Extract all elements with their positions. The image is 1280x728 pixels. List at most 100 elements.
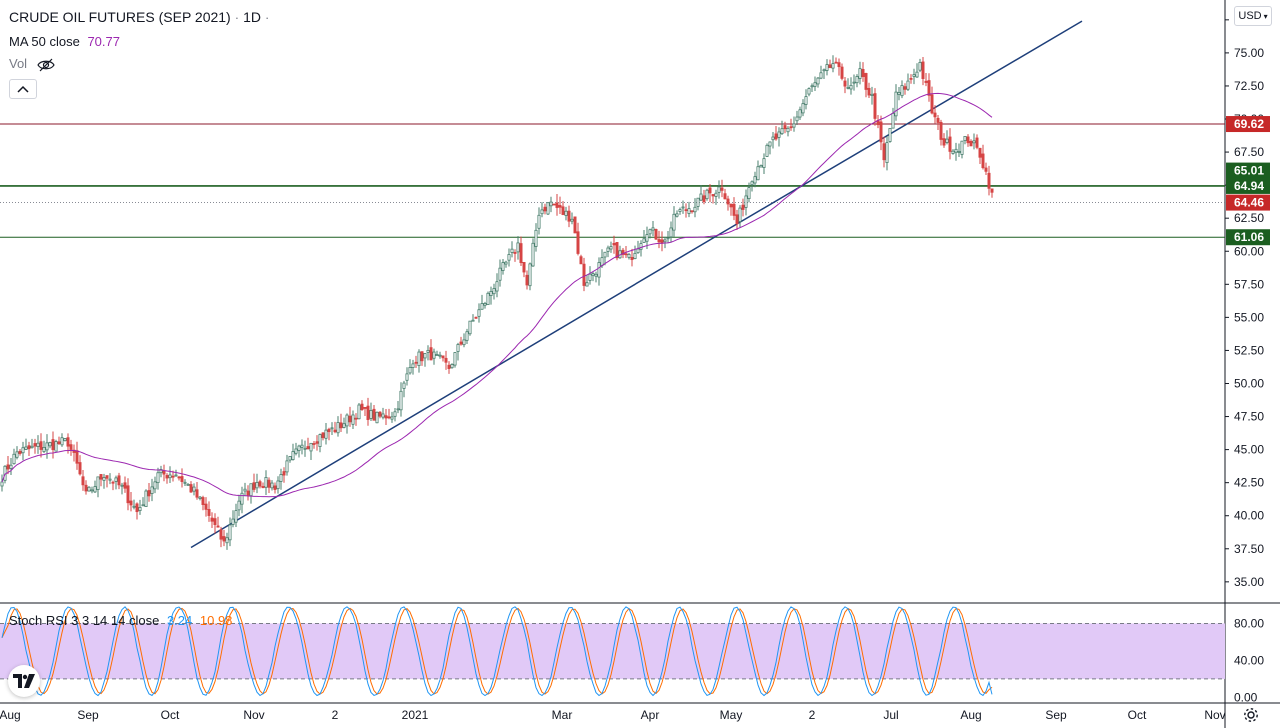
vol-legend[interactable]: Vol <box>9 56 55 72</box>
candle-body <box>594 273 598 277</box>
price-label-badge <box>1226 177 1270 194</box>
candle-body <box>636 248 640 254</box>
price-label-badge <box>1226 162 1270 179</box>
candle-body <box>9 464 13 469</box>
vol-label: Vol <box>9 56 28 71</box>
candle-body <box>258 481 262 487</box>
candle-body <box>345 414 349 427</box>
x-tick-label: Aug <box>960 708 981 722</box>
candle-body <box>216 525 220 528</box>
candle-body <box>534 229 538 247</box>
candle-body <box>639 243 643 250</box>
candle-body <box>702 195 706 203</box>
x-axis: Aug Sep Oct Nov 2 2021 Mar Apr May 2 Jul Aug Sep Oct N… <box>0 708 1226 722</box>
eye-hidden-icon[interactable] <box>37 58 55 72</box>
currency-selector[interactable]: USD ▾ <box>1234 6 1272 26</box>
ma-label: MA 50 close <box>9 34 80 49</box>
candle-body <box>354 417 358 420</box>
candle-body <box>426 349 430 353</box>
candle-body <box>447 364 451 369</box>
x-tick-label: Aug <box>0 708 21 722</box>
candle-body <box>930 94 934 114</box>
candle-body <box>696 197 700 207</box>
candle-body <box>297 445 301 451</box>
candle-body <box>705 189 709 200</box>
candle-body <box>621 249 625 255</box>
stoch-label: Stoch RSI 3 3 14 14 close <box>9 613 160 628</box>
candle-body <box>822 69 826 72</box>
candle-body <box>87 486 91 492</box>
candle-body <box>336 422 340 434</box>
candle-body <box>435 354 439 356</box>
candle-body <box>189 484 193 493</box>
candle-body <box>90 489 94 492</box>
candle-body <box>735 214 739 225</box>
candle-body <box>15 451 19 458</box>
candle-body <box>648 229 652 235</box>
candle-body <box>6 464 10 470</box>
collapse-legend-button[interactable] <box>9 79 37 99</box>
candle-body <box>747 187 751 200</box>
candle-body <box>666 237 670 240</box>
candle-body <box>324 429 328 439</box>
candle-body <box>213 518 217 525</box>
legend-separator: · <box>234 10 240 25</box>
candle-body <box>615 242 619 259</box>
candle-body <box>396 408 400 411</box>
stoch-band <box>0 623 1225 679</box>
candle-body <box>561 206 565 215</box>
candle-body <box>786 127 790 133</box>
price-label-text: 61.06 <box>1234 230 1264 244</box>
candle-body <box>960 140 964 155</box>
candle-body <box>420 351 424 362</box>
candle-body <box>693 206 697 213</box>
candle-body <box>408 367 412 374</box>
candle-body <box>162 470 166 475</box>
ma-legend[interactable]: MA 50 close 70.77 <box>9 34 120 49</box>
candle-body <box>147 490 151 497</box>
candle-body <box>75 450 79 464</box>
candle-body <box>873 93 877 119</box>
candle-body <box>519 243 523 264</box>
stoch-d-value: 10.98 <box>199 613 233 628</box>
candle-body <box>468 320 472 335</box>
ma-value: 70.77 <box>87 34 120 49</box>
candle-body <box>195 489 199 498</box>
interval-label[interactable]: 1D <box>243 9 261 25</box>
candle-body <box>603 251 607 258</box>
chevron-up-icon <box>17 85 29 93</box>
stoch-k-value: 3.24 <box>166 613 193 628</box>
candle-body <box>948 136 952 152</box>
candle-body <box>45 442 49 451</box>
candle-body <box>990 188 994 193</box>
stoch-legend[interactable]: Stoch RSI 3 3 14 14 close 3.24 10.98 <box>9 613 232 628</box>
candle-body <box>237 500 241 511</box>
symbol-title[interactable]: CRUDE OIL FUTURES (SEP 2021) <box>9 9 231 25</box>
candle-body <box>441 355 445 359</box>
tradingview-logo[interactable] <box>8 665 40 697</box>
candle-body <box>510 248 514 253</box>
candle-body <box>303 447 307 450</box>
candle-body <box>405 373 409 381</box>
candle-body <box>531 242 535 267</box>
candle-body <box>390 416 394 420</box>
candle-body <box>738 207 742 222</box>
candle-body <box>138 507 142 512</box>
candle-body <box>351 414 355 425</box>
candle-body <box>204 503 208 510</box>
settings-gear-icon[interactable] <box>1242 706 1260 724</box>
candle-body <box>411 363 415 368</box>
candle-body <box>798 109 802 118</box>
candle-body <box>609 246 613 250</box>
candle-body <box>555 202 559 208</box>
candle-body <box>687 208 691 214</box>
x-tick-label: 2 <box>332 708 339 722</box>
candle-body <box>57 441 61 445</box>
candle-body <box>228 524 232 541</box>
candle-body <box>201 497 205 505</box>
candle-body <box>828 64 832 69</box>
candle-body <box>699 193 703 201</box>
x-tick-label: Sep <box>77 708 99 722</box>
